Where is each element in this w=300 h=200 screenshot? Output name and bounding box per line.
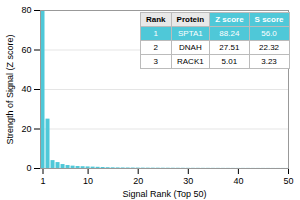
html-text:27.51: 27.51 (219, 43, 240, 52)
html-text:Protein: Protein (176, 15, 205, 24)
svg-text:50: 50 (283, 176, 293, 186)
svg-text:20: 20 (133, 176, 143, 186)
html-text:56.0: 56.0 (261, 29, 277, 38)
svg-text:80: 80 (21, 5, 31, 15)
svg-text:20: 20 (21, 124, 31, 134)
html-text:3: 3 (153, 57, 158, 66)
html-text:5.01: 5.01 (221, 57, 238, 66)
svg-text:1: 1 (40, 176, 45, 186)
html-text:S score: S score (254, 15, 284, 24)
html-text:22.32: 22.32 (259, 43, 280, 52)
svg-text:30: 30 (183, 176, 193, 186)
html-text:RACK1: RACK1 (177, 57, 204, 66)
html-text:SPTA1: SPTA1 (178, 29, 203, 38)
html-text:2: 2 (153, 43, 158, 52)
svg-text:Signal Rank (Top 50): Signal Rank (Top 50) (122, 189, 206, 199)
svg-text:40: 40 (233, 176, 243, 186)
svg-text:10: 10 (83, 176, 93, 186)
svg-text:40: 40 (21, 84, 31, 94)
html-text:1: 1 (153, 29, 158, 38)
html-text:Z score: Z score (215, 15, 244, 24)
html-text:3.23: 3.23 (261, 57, 277, 66)
svg-text:Strength of Signal (Z score): Strength of Signal (Z score) (5, 34, 15, 144)
svg-text:60: 60 (21, 45, 31, 55)
svg-text:0: 0 (26, 163, 31, 173)
html-text:88.24: 88.24 (219, 29, 240, 38)
html-text:Rank: Rank (146, 15, 166, 24)
html-text:DNAH: DNAH (179, 43, 202, 52)
